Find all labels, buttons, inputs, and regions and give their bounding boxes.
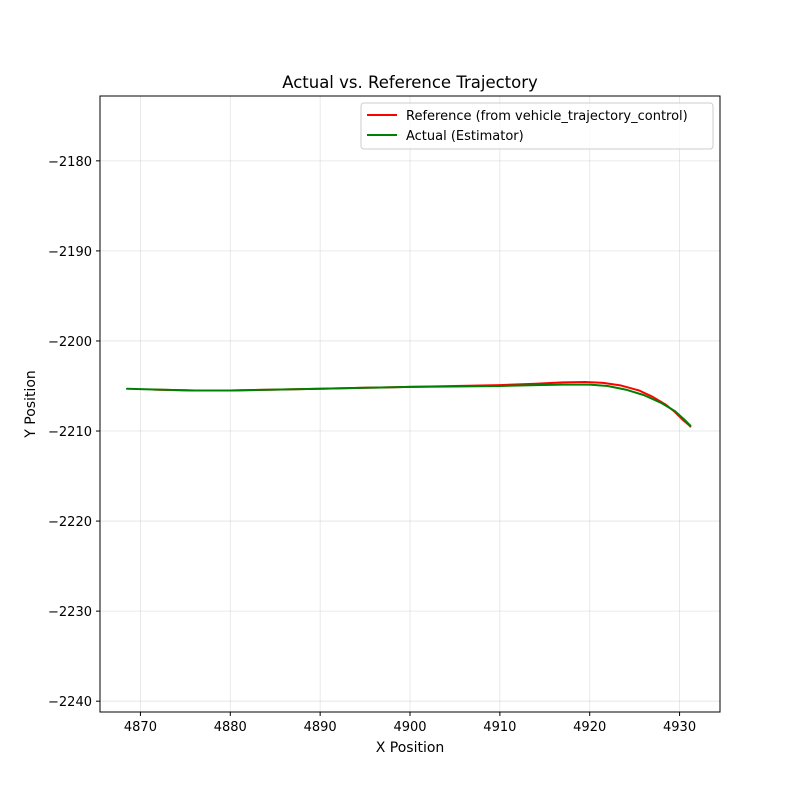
y-tick-label: −2210 (48, 425, 92, 440)
legend-box (360, 102, 714, 150)
x-tick-label: 4890 (304, 720, 337, 735)
plot-area (100, 96, 720, 712)
y-tick-label: −2200 (48, 335, 92, 350)
y-tick-label: −2180 (48, 155, 92, 170)
axis-ticks: 4870 4880 4890 4900 4910 4920 4930 −2180 −2190 −2… (48, 155, 696, 735)
series-layer (125, 380, 692, 428)
x-tick-label: 4920 (573, 720, 606, 735)
x-tick-label: 4930 (663, 720, 696, 735)
y-tick-label: −2230 (48, 605, 92, 620)
grid (100, 96, 720, 712)
y-tick-label: −2220 (48, 515, 92, 530)
chart-title: Actual vs. Reference Trajectory (282, 73, 538, 92)
legend-label-reference: Reference (from vehicle_trajectory_contr… (406, 109, 688, 124)
y-tick-label: −2190 (48, 245, 92, 260)
y-tick-label: −2240 (48, 695, 92, 710)
x-tick-label: 4870 (124, 720, 157, 735)
x-tick-label: 4910 (483, 720, 516, 735)
x-tick-label: 4900 (393, 720, 426, 735)
legend: Reference (from vehicle_trajectory_contr… (360, 102, 714, 150)
legend-label-actual: Actual (Estimator) (406, 129, 524, 144)
actual-trajectory-line (125, 383, 692, 427)
x-axis-title: X Position (376, 740, 445, 756)
x-tick-label: 4880 (214, 720, 247, 735)
y-axis-title: Y Position (23, 370, 39, 439)
